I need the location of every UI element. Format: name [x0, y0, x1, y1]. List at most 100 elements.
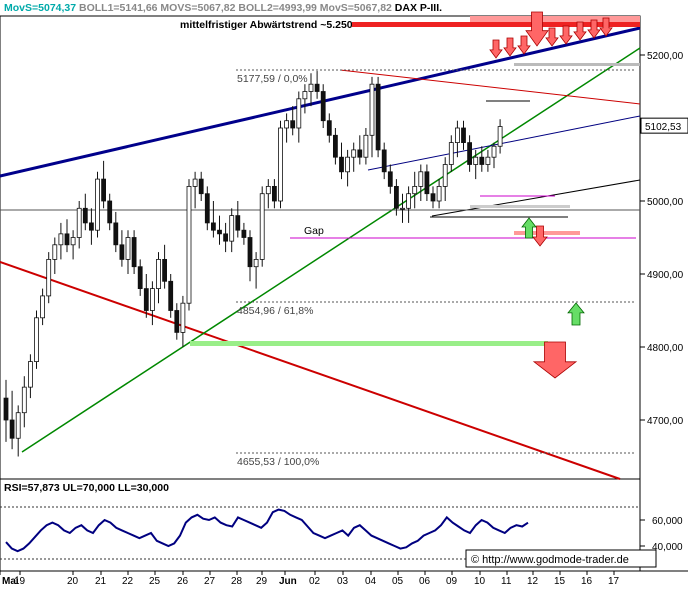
price-candle-body — [418, 171, 424, 187]
header-item: BOLL2=4993,99 — [235, 2, 317, 14]
x-axis-label: 03 — [337, 576, 349, 587]
resistance-zone — [352, 22, 640, 27]
price-candle-body — [320, 91, 326, 122]
y-axis-label: 5000,00 — [647, 197, 684, 208]
price-candle-body — [27, 361, 33, 388]
price-candle-body — [52, 244, 58, 260]
y-axis-label: 4800,00 — [647, 343, 684, 354]
price-candle-body — [259, 193, 265, 260]
x-axis-label: 11 — [501, 576, 512, 587]
fib-level-label: 4655,53 / 100,0% — [237, 456, 319, 468]
price-candle-body — [149, 288, 155, 311]
header-item: MovS=5067,82 — [317, 2, 392, 14]
price-candle-body — [156, 258, 161, 289]
resistance-zone — [514, 63, 640, 66]
price-candle-body — [64, 233, 70, 246]
price-candle-body — [58, 233, 64, 246]
price-candle-body — [101, 178, 106, 202]
price-candle-body — [406, 193, 412, 209]
down-arrow — [532, 225, 548, 247]
gap-zone — [470, 205, 570, 208]
price-candle-body — [82, 207, 88, 224]
trendline-channel-mid — [367, 115, 641, 171]
price-candle-body — [430, 193, 436, 202]
price-candle-body — [70, 237, 76, 246]
price-candle-body — [339, 156, 344, 173]
x-axis-label: 22 — [122, 576, 134, 587]
down-arrow — [587, 19, 601, 39]
support-zone — [190, 341, 548, 346]
price-candle-body — [162, 258, 168, 282]
current-price-box — [640, 117, 688, 134]
price-candle-body — [107, 200, 113, 224]
price-candle-body — [137, 266, 143, 290]
price-candle-body — [198, 178, 204, 195]
price-candle-body — [473, 156, 479, 165]
price-candle-body — [424, 171, 430, 195]
price-candle-body — [290, 120, 296, 129]
price-candle-body — [485, 156, 491, 165]
y-axis-label: 4700,00 — [647, 416, 684, 427]
down-arrow — [573, 21, 587, 41]
down-arrow — [532, 341, 578, 379]
price-candle-body — [241, 229, 247, 238]
price-candle-body — [223, 233, 229, 242]
up-arrow — [521, 217, 537, 239]
price-candle-body — [186, 185, 192, 304]
price-candle-body — [180, 302, 186, 333]
gap-annotation: Gap — [304, 225, 324, 237]
price-candle-body — [326, 120, 332, 136]
price-candle-body — [284, 120, 290, 129]
x-axis-label: 06 — [419, 576, 431, 587]
header-item: MOVS=5067,82 — [158, 2, 236, 14]
price-candle-body — [9, 419, 15, 439]
price-candle-body — [34, 317, 39, 362]
x-axis-label: 12 — [527, 576, 539, 587]
trend-annotation: mittelfristiger Abwärtstrend ~5.250 — [180, 19, 353, 31]
header-item: MovS=5074,37 — [4, 2, 76, 14]
copyright-text: © http://www.godmode-trader.de — [471, 554, 629, 566]
x-axis-label: 19 — [14, 576, 26, 587]
rsi-line — [5, 508, 529, 553]
rsi-header: RSI=57,873 UL=70,000 LL=30,000 — [4, 482, 169, 494]
price-candle-body — [442, 164, 448, 187]
fib-level-label: 4854,96 / 61,8% — [237, 305, 313, 317]
x-axis-label: Jun — [279, 576, 297, 587]
price-candle-body — [296, 98, 302, 129]
price-candle-body — [278, 127, 283, 202]
price-candle-body — [95, 178, 100, 231]
current-price-label: 5102,53 — [645, 122, 682, 133]
x-axis-label: 25 — [149, 576, 161, 587]
trendline-resistance — [0, 26, 641, 178]
price-candle-body — [375, 83, 381, 151]
price-candle-body — [393, 185, 399, 209]
price-candle-body — [217, 229, 222, 235]
x-axis-label: 27 — [204, 576, 216, 587]
price-candle-body — [265, 185, 271, 195]
copyright-box — [465, 549, 657, 568]
x-axis-label: 09 — [446, 576, 458, 587]
down-arrow — [517, 35, 531, 55]
x-axis-label: 20 — [67, 576, 79, 587]
x-axis-label: 16 — [581, 576, 593, 587]
trendline-channel-bottom — [431, 179, 641, 217]
up-arrow — [567, 302, 585, 326]
price-candle-body — [363, 134, 369, 158]
x-axis-label: 15 — [554, 576, 566, 587]
price-candle-body — [387, 171, 393, 187]
price-candle-body — [192, 178, 198, 187]
price-candle-body — [308, 83, 314, 92]
gap-zone — [514, 231, 580, 235]
price-candle-body — [461, 127, 466, 143]
price-candle-body — [400, 207, 405, 210]
down-arrow — [489, 39, 503, 59]
x-axis-label: 02 — [309, 576, 321, 587]
x-axis-label: Mai — [2, 576, 19, 587]
price-candle-body — [351, 149, 357, 158]
down-arrow — [559, 25, 573, 45]
header-item: BOLL1=5141,66 — [76, 2, 158, 14]
price-candle-body — [131, 237, 137, 268]
price-candle-body — [467, 142, 473, 165]
down-arrow — [599, 17, 613, 37]
